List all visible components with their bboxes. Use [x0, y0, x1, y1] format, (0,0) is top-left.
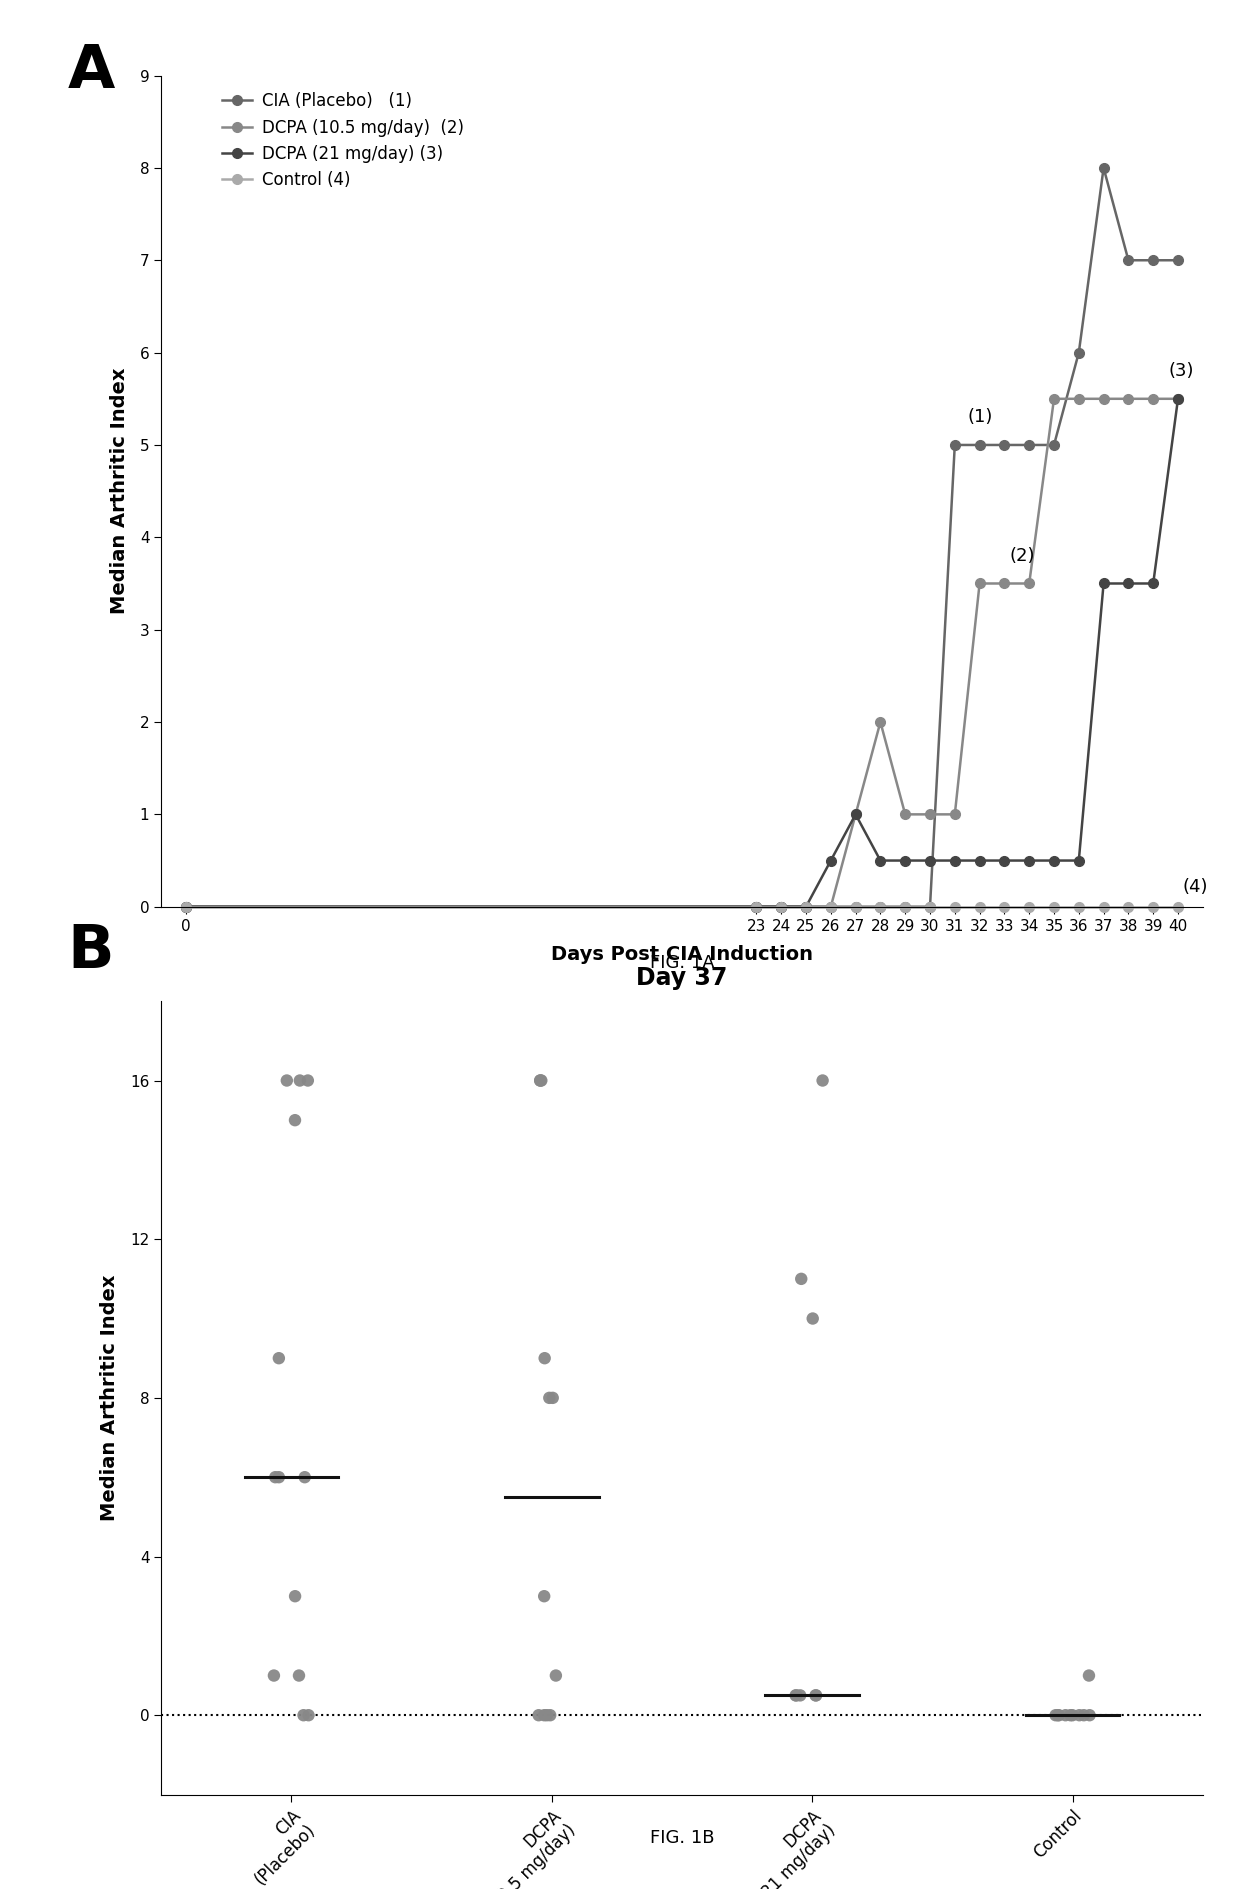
Point	[1048, 1700, 1068, 1730]
Text: A: A	[67, 42, 115, 102]
Point	[1060, 1700, 1080, 1730]
Point	[806, 1681, 826, 1711]
Text: (1): (1)	[967, 408, 992, 427]
Point	[1079, 1660, 1099, 1691]
Point	[790, 1681, 810, 1711]
Point	[528, 1700, 548, 1730]
Point	[265, 1462, 285, 1492]
Point	[802, 1303, 822, 1334]
Point	[289, 1660, 309, 1691]
Point	[264, 1660, 284, 1691]
Text: (4): (4)	[1183, 878, 1209, 895]
Point	[786, 1681, 806, 1711]
Text: FIG. 1A: FIG. 1A	[650, 954, 714, 973]
Point	[534, 1343, 554, 1373]
Point	[812, 1065, 832, 1096]
Point	[269, 1462, 289, 1492]
Point	[1074, 1700, 1094, 1730]
Point	[531, 1065, 551, 1096]
Point	[786, 1681, 806, 1711]
Point	[546, 1660, 565, 1691]
Point	[806, 1681, 826, 1711]
Point	[1049, 1700, 1069, 1730]
Point	[1045, 1700, 1065, 1730]
Point	[1069, 1700, 1089, 1730]
Point	[285, 1105, 305, 1135]
Point	[285, 1581, 305, 1611]
Legend: CIA (Placebo)   (1), DCPA (10.5 mg/day)  (2), DCPA (21 mg/day) (3), Control (4): CIA (Placebo) (1), DCPA (10.5 mg/day) (2…	[222, 93, 464, 189]
X-axis label: Days Post CIA Induction: Days Post CIA Induction	[551, 944, 813, 963]
Point	[1055, 1700, 1075, 1730]
Text: FIG. 1B: FIG. 1B	[650, 1829, 714, 1847]
Y-axis label: Median Arthritic Index: Median Arthritic Index	[100, 1275, 119, 1521]
Point	[543, 1383, 563, 1413]
Point	[298, 1065, 317, 1096]
Point	[290, 1065, 310, 1096]
Y-axis label: Median Arthritic Index: Median Arthritic Index	[109, 368, 129, 614]
Point	[269, 1343, 289, 1373]
Point	[537, 1700, 557, 1730]
Point	[531, 1065, 551, 1096]
Point	[299, 1700, 319, 1730]
Point	[1080, 1700, 1100, 1730]
Text: B: B	[67, 922, 114, 980]
Point	[532, 1065, 552, 1096]
Point	[277, 1065, 296, 1096]
Point	[295, 1462, 315, 1492]
Point	[1063, 1700, 1083, 1730]
Point	[539, 1383, 559, 1413]
Point	[541, 1700, 560, 1730]
Point	[534, 1581, 554, 1611]
Point	[294, 1700, 314, 1730]
Title: Day 37: Day 37	[636, 965, 728, 990]
Text: (2): (2)	[1009, 548, 1035, 565]
Point	[534, 1700, 554, 1730]
Text: (3): (3)	[1168, 363, 1194, 380]
Point	[791, 1264, 811, 1294]
